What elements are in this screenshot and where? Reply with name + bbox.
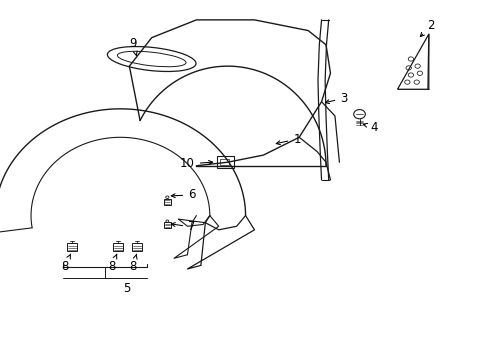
Text: 8: 8 [61, 254, 70, 273]
Bar [164, 222, 170, 228]
Text: 8: 8 [107, 254, 117, 273]
Text: 9: 9 [129, 36, 137, 55]
Text: 7: 7 [171, 220, 195, 234]
Bar [216, 156, 233, 167]
Text: 8: 8 [129, 254, 137, 273]
Text: 5: 5 [123, 282, 131, 295]
Bar [113, 243, 123, 251]
Text: 10: 10 [180, 157, 212, 171]
Bar [163, 198, 171, 205]
Text: 6: 6 [171, 188, 195, 202]
Text: 4: 4 [363, 121, 377, 134]
Bar [132, 243, 142, 251]
Text: 3: 3 [325, 92, 347, 105]
Text: 1: 1 [276, 132, 300, 145]
Bar [67, 243, 77, 251]
Bar [219, 159, 229, 165]
Text: 2: 2 [420, 19, 434, 37]
